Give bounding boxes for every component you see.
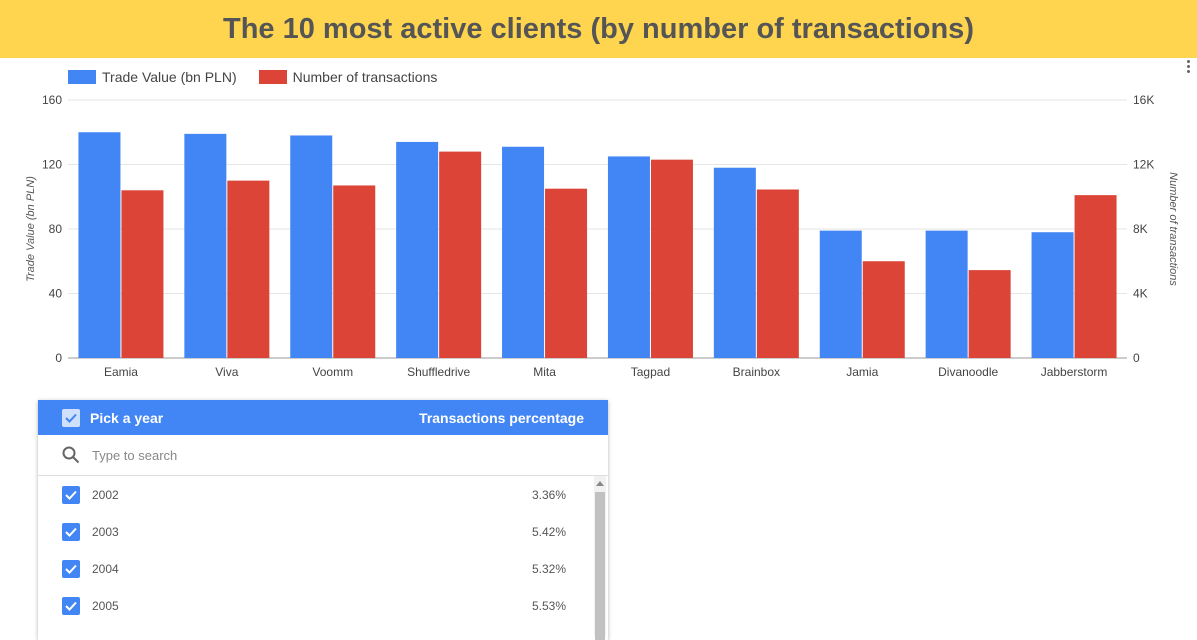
y2-tick-label: 4K (1133, 287, 1148, 301)
y-tick-label: 120 (42, 158, 62, 172)
y2-tick-label: 0 (1133, 351, 1140, 365)
year-filter-panel: Pick a year Transactions percentage Type… (38, 400, 608, 640)
x-tick-label: Jamia (846, 365, 878, 379)
bar-chart: 0 0 40 4K 80 8K 120 12K 160 16K Trade Value (bn PL… (25, 93, 1179, 379)
x-tick-label: Brainbox (733, 365, 780, 379)
year-percentage: 5.42% (531, 524, 566, 539)
check-icon (65, 527, 77, 537)
year-checkbox[interactable] (62, 596, 80, 615)
bar-transactions (333, 185, 376, 358)
bar-trade-value (819, 230, 862, 358)
filter-header-label: Pick a year (90, 409, 164, 426)
select-all-checkbox[interactable] (62, 408, 80, 427)
legend-item-transactions[interactable]: Number of transactions (258, 69, 438, 85)
scroll-up-icon[interactable] (596, 481, 604, 486)
bar-trade-value (1031, 232, 1074, 358)
year-label: 2005 (92, 598, 119, 613)
y-tick-label: 80 (49, 222, 63, 236)
year-row[interactable]: 2004 5.32% (38, 550, 608, 587)
year-label: 2003 (92, 524, 119, 539)
bar-transactions (968, 270, 1011, 358)
bar-transactions (756, 189, 799, 358)
y-axis-title: Trade Value (bn PLN) (25, 176, 37, 282)
x-tick-label: Shuffledrive (407, 365, 470, 379)
bar-trade-value (78, 132, 121, 358)
search-row[interactable]: Type to search (38, 435, 608, 476)
legend-label-trade: Trade Value (bn PLN) (102, 69, 237, 85)
bar-trade-value (184, 133, 227, 358)
page-title: The 10 most active clients (by number of… (223, 12, 974, 45)
year-checkbox[interactable] (62, 559, 80, 578)
bar-trade-value (396, 141, 439, 358)
bar-trade-value (290, 135, 333, 358)
x-tick-label: Eamia (104, 365, 138, 379)
year-percentage: 5.32% (531, 561, 566, 576)
x-tick-label: Divanoodle (938, 365, 998, 379)
x-tick-label: Tagpad (631, 365, 670, 379)
year-label: 2002 (92, 487, 119, 502)
bar-transactions (545, 188, 588, 358)
bar-transactions (1074, 195, 1117, 358)
x-tick-label: Jabberstorm (1041, 365, 1108, 379)
year-percentage: 5.53% (531, 598, 566, 613)
year-row[interactable]: 2005 5.53% (38, 587, 608, 624)
year-list: 2002 3.36% 2003 5.42% 2004 5.32% 2005 5.53% (38, 476, 608, 640)
check-icon (65, 564, 77, 574)
year-percentage: 3.36% (531, 487, 566, 502)
year-checkbox[interactable] (62, 485, 80, 504)
y-tick-label: 0 (55, 351, 62, 365)
title-bar: The 10 most active clients (by number of… (0, 0, 1197, 58)
legend-item-trade[interactable]: Trade Value (bn PLN) (68, 69, 237, 85)
search-icon (62, 446, 80, 464)
legend-label-transactions: Number of transactions (292, 69, 438, 85)
check-icon (65, 601, 77, 611)
chart-legend: Trade Value (bn PLN) Number of transacti… (68, 69, 459, 85)
bar-trade-value (502, 146, 545, 358)
y-tick-label: 160 (42, 93, 62, 107)
y2-axis-title: Number of transactions (1167, 172, 1179, 286)
bar-transactions (439, 151, 482, 358)
y2-tick-label: 8K (1133, 222, 1148, 236)
bar-trade-value (713, 167, 756, 358)
scrollbar[interactable] (594, 476, 606, 640)
filter-header-metric: Transactions percentage (419, 409, 584, 426)
legend-swatch-transactions (258, 70, 287, 84)
x-tick-label: Viva (215, 365, 238, 379)
check-icon (65, 413, 77, 423)
legend-swatch-trade (68, 70, 96, 84)
x-tick-label: Mita (533, 365, 556, 379)
filter-header: Pick a year Transactions percentage (38, 400, 608, 435)
y2-tick-label: 12K (1133, 158, 1154, 172)
year-checkbox[interactable] (62, 522, 80, 541)
bar-trade-value (607, 156, 650, 358)
bar-transactions (227, 180, 270, 358)
x-tick-label: Voomm (312, 365, 353, 379)
year-label: 2004 (92, 561, 119, 576)
scroll-thumb[interactable] (595, 492, 605, 640)
year-row[interactable]: 2002 3.36% (38, 476, 608, 513)
search-input[interactable]: Type to search (92, 447, 178, 463)
y-tick-label: 40 (49, 287, 63, 301)
bar-transactions (650, 159, 693, 358)
y2-tick-label: 16K (1133, 93, 1154, 107)
check-icon (65, 490, 77, 500)
bar-transactions (862, 261, 905, 358)
bar-transactions (121, 190, 164, 358)
more-options-icon[interactable] (1187, 60, 1191, 74)
year-row[interactable]: 2003 5.42% (38, 513, 608, 550)
bar-trade-value (925, 230, 968, 358)
